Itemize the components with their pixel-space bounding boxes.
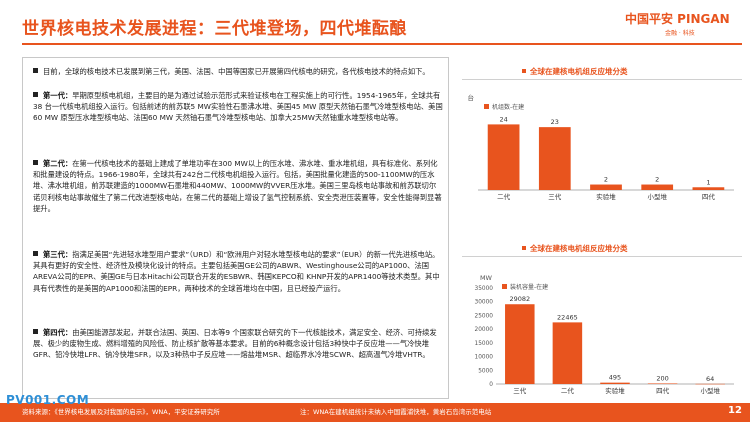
bar xyxy=(695,383,725,385)
bar-value-label: 23 xyxy=(551,118,559,126)
paragraph-gen2: 第二代：在第一代核电技术的基础上建成了单堆功率在300 MW以上的压水堆、沸水堆… xyxy=(33,158,443,214)
bullet-icon xyxy=(33,92,38,97)
legend-swatch xyxy=(502,284,507,289)
pingan-logo: 中国平安 PINGAN 金融 · 科技 xyxy=(625,10,743,40)
legend-label: 机组数-在建 xyxy=(492,103,524,111)
text-panel: 目前，全球的核电技术已发展到第三代，美国、法国、中国等国家已开展第四代核电的研究… xyxy=(22,57,449,399)
y-tick-label: 15000 xyxy=(475,341,494,347)
title-rule xyxy=(22,43,742,45)
footer-source: 资料来源：《世界核电发展及对我国的启示》，WNA，平安证券研究所 xyxy=(22,408,220,416)
y-tick-label: 10000 xyxy=(475,355,494,361)
paragraph-lead: 第二代： xyxy=(43,159,73,168)
x-tick-label: 二代 xyxy=(561,386,575,395)
x-tick-label: 实验堆 xyxy=(596,192,616,201)
bar-value-label: 29082 xyxy=(509,295,530,303)
x-tick-label: 二代 xyxy=(497,192,511,201)
bullet-icon xyxy=(33,251,38,256)
bullet-icon xyxy=(33,68,38,73)
bar xyxy=(647,383,678,384)
y-tick-label: 20000 xyxy=(475,327,494,333)
chart1-rule xyxy=(462,79,742,80)
bar xyxy=(487,124,520,190)
page-number: 12 xyxy=(728,405,742,416)
x-tick-label: 四代 xyxy=(702,192,716,201)
x-tick-label: 小型堆 xyxy=(647,192,667,201)
paragraph-text: 目前，全球的核电技术已发展到第三代，美国、法国、中国等国家已开展第四代核电的研究… xyxy=(43,67,430,76)
footer-bar xyxy=(0,403,750,422)
bar-value-label: 200 xyxy=(656,374,668,382)
bullet-icon xyxy=(33,160,38,165)
x-tick-label: 三代 xyxy=(548,192,562,201)
footer-note: 注：WNA在建机组统计未纳入中国霞浦快堆，黄岩石岛湾示范电站 xyxy=(300,408,492,416)
page-title: 世界核电技术发展进程：三代堆登场，四代堆酝酿 xyxy=(22,19,407,39)
chart-legend: 装机容量-在建 xyxy=(502,283,548,291)
y-tick-label: 35000 xyxy=(475,286,494,292)
x-tick-label: 四代 xyxy=(656,386,670,395)
paragraph-lead: 第四代： xyxy=(43,328,73,337)
bullet-icon xyxy=(33,329,38,334)
title-dot-icon xyxy=(522,69,526,73)
legend-label: 装机容量-在建 xyxy=(510,283,548,291)
chart1-title: 全球在建核电机组反应堆分类 xyxy=(522,66,628,77)
chart-capacity: MW 装机容量-在建 0 5000 10000 15000 20000 25000 30000 3… xyxy=(475,274,734,395)
paragraph-lead: 第一代： xyxy=(43,91,73,100)
chart-legend: 机组数-在建 xyxy=(484,103,524,111)
bar-value-label: 1 xyxy=(706,178,710,186)
bar xyxy=(552,322,583,384)
bar-value-label: 2 xyxy=(604,176,608,184)
bar xyxy=(538,127,571,190)
legend-swatch xyxy=(484,104,489,109)
bar xyxy=(692,187,725,190)
chart2-title: 全球在建核电机组反应堆分类 xyxy=(522,243,628,254)
chart2-rule xyxy=(462,256,742,257)
paragraph-text: 由美国能源部发起，并联合法国、英国、日本等9 个国家联合研究的下一代核能技术，满… xyxy=(33,328,437,360)
y-tick-label: 5000 xyxy=(478,368,493,374)
watermark: PV001.COM xyxy=(6,393,90,407)
paragraph-gen1: 第一代：早期原型核电机组，主要目的是为通过试验示范形式来验证核电在工程实施上的可… xyxy=(33,90,443,124)
logo-text: 中国平安 PINGAN xyxy=(625,12,730,26)
logo-subtext: 金融 · 科技 xyxy=(665,30,695,37)
bar xyxy=(641,184,674,190)
chart-ylabel: MW xyxy=(480,274,493,282)
paragraph-text: 早期原型核电机组，主要目的是为通过试验示范形式来验证核电在工程实施上的可行性。1… xyxy=(33,91,443,123)
y-tick-label: 30000 xyxy=(475,300,494,306)
title-dot-icon xyxy=(522,246,526,250)
x-tick-label: 小型堆 xyxy=(700,386,720,395)
x-tick-label: 实验堆 xyxy=(605,386,625,395)
bar-value-label: 22465 xyxy=(557,313,578,321)
bar-value-label: 2 xyxy=(655,176,659,184)
bar-value-label: 495 xyxy=(609,374,621,382)
paragraph-gen3: 第三代：指满足美国“先进轻水堆型用户要求”（URD）和“欧洲用户对轻水堆型核电站… xyxy=(33,249,443,294)
paragraph-gen4: 第四代：由美国能源部发起，并联合法国、英国、日本等9 个国家联合研究的下一代核能… xyxy=(33,327,443,361)
x-tick-label: 三代 xyxy=(513,386,527,395)
y-tick-label: 25000 xyxy=(475,313,494,319)
bar xyxy=(600,382,630,384)
paragraph-lead: 第三代： xyxy=(43,250,73,259)
chart-ylabel: 台 xyxy=(468,93,475,102)
bar xyxy=(590,184,622,190)
bar-value-label: 24 xyxy=(499,115,507,123)
bar-value-label: 64 xyxy=(706,375,714,383)
paragraph-text: 指满足美国“先进轻水堆型用户要求”（URD）和“欧洲用户对轻水堆型核电站的要求”… xyxy=(33,250,440,293)
paragraph-intro: 目前，全球的核电技术已发展到第三代，美国、法国、中国等国家已开展第四代核电的研究… xyxy=(33,66,443,77)
paragraph-text: 在第一代核电技术的基础上建成了单堆功率在300 MW以上的压水堆、沸水堆、重水堆… xyxy=(33,159,442,213)
bar xyxy=(505,304,535,384)
y-tick-label: 0 xyxy=(489,382,493,388)
